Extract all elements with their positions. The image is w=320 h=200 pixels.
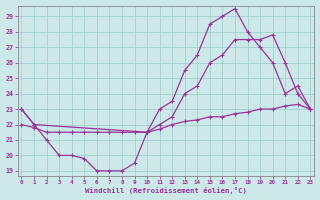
X-axis label: Windchill (Refroidissement éolien,°C): Windchill (Refroidissement éolien,°C)	[85, 187, 247, 194]
